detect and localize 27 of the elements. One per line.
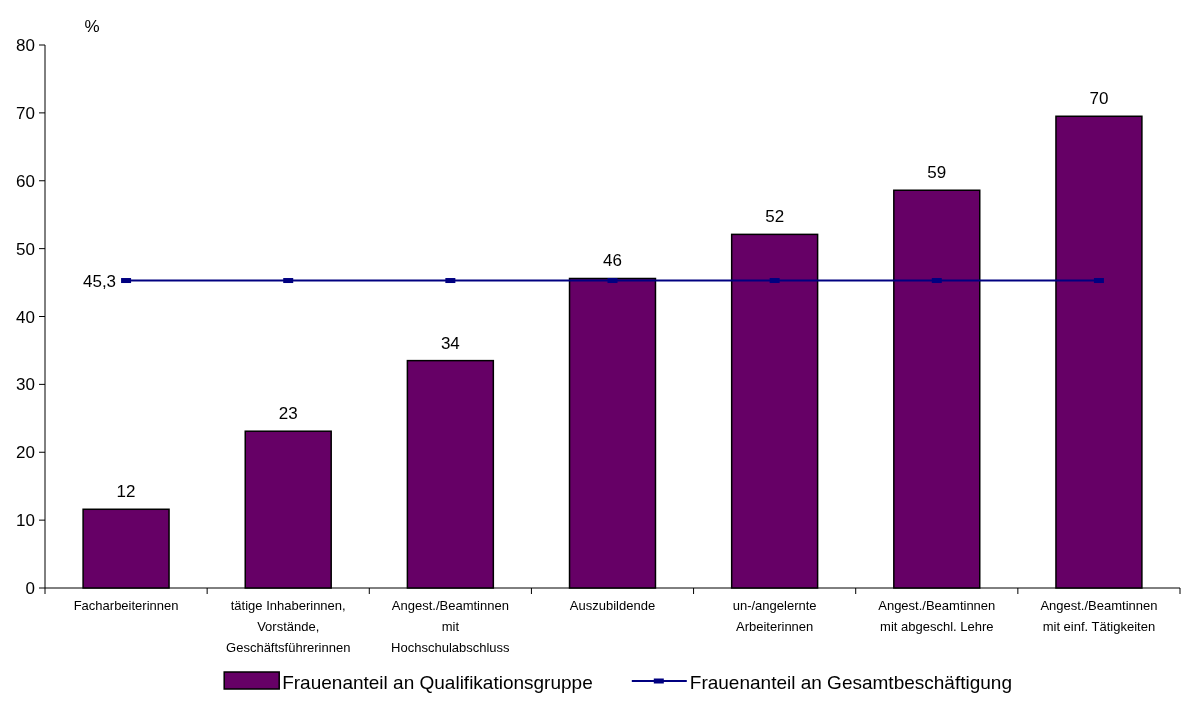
data-label: 23 [278,404,298,424]
x-tick-label: Auszubildende [569,598,656,613]
y-tick-label: 0 [25,579,35,598]
data-label: 52 [765,207,785,227]
y-tick-label: 80 [16,36,35,55]
x-tick-label: Angest./Beamtinnen mit Hochschulabschluss [391,598,511,655]
y-tick-label: 70 [16,103,35,123]
data-label: 70 [1089,89,1109,109]
data-label: 46 [603,251,622,271]
y-tick-label: 50 [16,239,35,259]
y-tick-label: 20 [16,443,35,463]
y-tick-label: 60 [16,171,35,191]
x-tick-label: un-/angelernte Arbeiterinnen [732,598,817,634]
legend-label: Frauenanteil an Gesamtbeschäftigung [689,672,1012,693]
data-label: 12 [116,482,136,502]
data-label: 45,3 [82,271,117,291]
y-axis-title: % [84,17,100,36]
legend-label: Frauenanteil an Qualifikationsgruppe [282,672,593,693]
data-label: 59 [927,163,947,183]
y-tick-label: 30 [16,375,35,395]
x-tick-label: Angest./Beamtinnen mit einf. Tätigkeiten [1040,598,1158,634]
y-tick-label: 10 [16,511,35,531]
x-tick-label: tätige Inhaberinnen, Vorstände, Geschäftsführerinnen [226,598,351,655]
x-tick-label: Facharbeiterinnen [73,598,179,613]
data-label: 34 [440,333,460,353]
x-tick-label: Angest./Beamtinnen mit abgeschl. Lehre [878,598,996,634]
y-tick-label: 40 [16,307,35,327]
